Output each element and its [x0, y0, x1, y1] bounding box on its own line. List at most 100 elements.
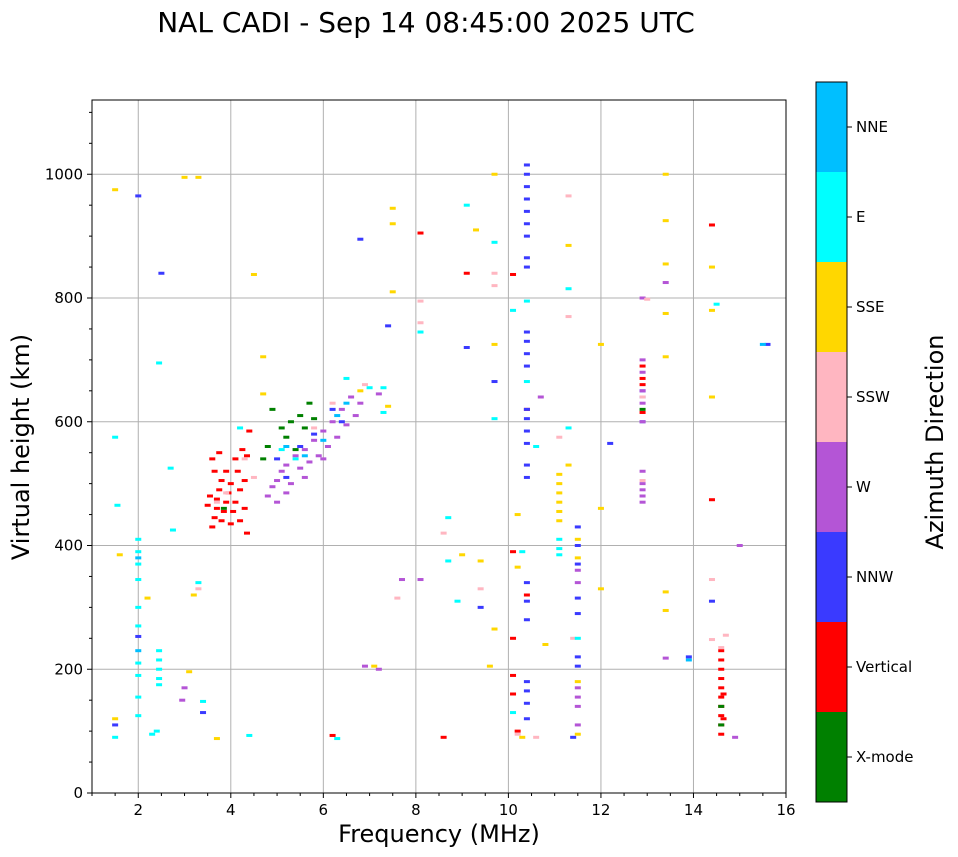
- data-point: [597, 506, 604, 510]
- data-point: [287, 482, 294, 486]
- data-point: [320, 438, 327, 442]
- data-point: [169, 528, 176, 532]
- data-point: [311, 432, 318, 436]
- colorbar-segment-x-mode: [816, 712, 847, 802]
- data-point: [241, 479, 248, 483]
- data-point: [200, 699, 207, 703]
- data-point: [708, 265, 715, 269]
- grid: [92, 100, 787, 794]
- data-point: [320, 429, 327, 433]
- data-point: [463, 346, 470, 349]
- data-point: [135, 673, 142, 677]
- data-point: [186, 670, 193, 674]
- data-point: [510, 636, 517, 640]
- data-point: [523, 441, 530, 445]
- data-point: [708, 599, 715, 603]
- data-point: [112, 735, 119, 739]
- data-point: [556, 472, 563, 476]
- data-point: [301, 448, 308, 452]
- data-point: [639, 376, 646, 380]
- data-point: [708, 578, 715, 582]
- data-point: [260, 392, 267, 396]
- data-point: [112, 435, 119, 439]
- data-point: [445, 559, 452, 563]
- data-point: [311, 417, 318, 421]
- data-point: [718, 667, 725, 671]
- data-point: [306, 460, 313, 464]
- data-point: [283, 463, 290, 467]
- data-point: [213, 737, 220, 741]
- data-point: [662, 219, 669, 223]
- data-point: [718, 723, 725, 727]
- data-point: [417, 578, 424, 582]
- data-point: [523, 618, 530, 622]
- x-axis-ticks: 2 4 6 8 10 12 14 16: [91, 793, 796, 819]
- data-point: [301, 454, 308, 458]
- data-point: [574, 732, 581, 736]
- data-point: [764, 342, 771, 346]
- data-point: [491, 284, 498, 288]
- data-point: [278, 469, 285, 473]
- data-point: [241, 457, 248, 461]
- data-point: [565, 194, 572, 198]
- data-point: [718, 646, 725, 650]
- data-point: [357, 401, 364, 405]
- data-point: [736, 544, 743, 547]
- data-point: [394, 596, 401, 600]
- data-point: [708, 638, 715, 642]
- data-point: [556, 519, 563, 523]
- data-point: [287, 420, 294, 424]
- data-point: [167, 466, 174, 470]
- data-point: [283, 435, 290, 439]
- data-point: [181, 175, 188, 179]
- data-point: [292, 454, 299, 458]
- data-point: [510, 550, 517, 554]
- data-point: [639, 482, 646, 486]
- data-point: [519, 735, 526, 739]
- data-point: [708, 395, 715, 399]
- data-point: [597, 342, 604, 346]
- data-point: [343, 376, 350, 380]
- data-point: [718, 704, 725, 708]
- y-axis-label: Virtual height (km): [7, 334, 35, 560]
- data-point: [343, 401, 350, 405]
- data-point: [523, 463, 530, 467]
- data-point: [114, 503, 121, 507]
- chart-title: NAL CADI - Sep 14 08:45:00 2025 UTC: [157, 6, 695, 39]
- data-point: [283, 445, 290, 448]
- data-point: [220, 506, 227, 510]
- data-point: [329, 420, 336, 424]
- colorbar-segment-vertical: [816, 622, 847, 712]
- data-point: [218, 519, 225, 523]
- data-point: [491, 342, 498, 346]
- data-point: [514, 513, 521, 517]
- data-point: [570, 735, 577, 739]
- data-point: [722, 633, 729, 637]
- data-point: [269, 485, 276, 489]
- data-point: [574, 544, 581, 547]
- data-point: [639, 494, 646, 498]
- data-point: [718, 714, 725, 718]
- data-point: [352, 414, 359, 418]
- data-point: [574, 525, 581, 529]
- data-point: [361, 664, 368, 668]
- data-point: [223, 469, 230, 473]
- data-point: [371, 664, 378, 668]
- data-point: [574, 636, 581, 640]
- data-point: [514, 565, 521, 569]
- data-point: [639, 364, 646, 368]
- y-tick-label: 800: [54, 289, 83, 307]
- data-point: [311, 438, 318, 442]
- data-point: [523, 407, 530, 411]
- data-point: [708, 498, 715, 502]
- data-point: [639, 370, 646, 374]
- data-point: [375, 392, 382, 396]
- data-point: [223, 500, 230, 504]
- y-tick-label: 600: [54, 413, 83, 431]
- data-point: [486, 664, 493, 668]
- colorbar-tick-label: W: [856, 478, 871, 496]
- data-point: [283, 491, 290, 495]
- data-point: [523, 197, 530, 201]
- data-point: [662, 355, 669, 359]
- data-point: [523, 352, 530, 356]
